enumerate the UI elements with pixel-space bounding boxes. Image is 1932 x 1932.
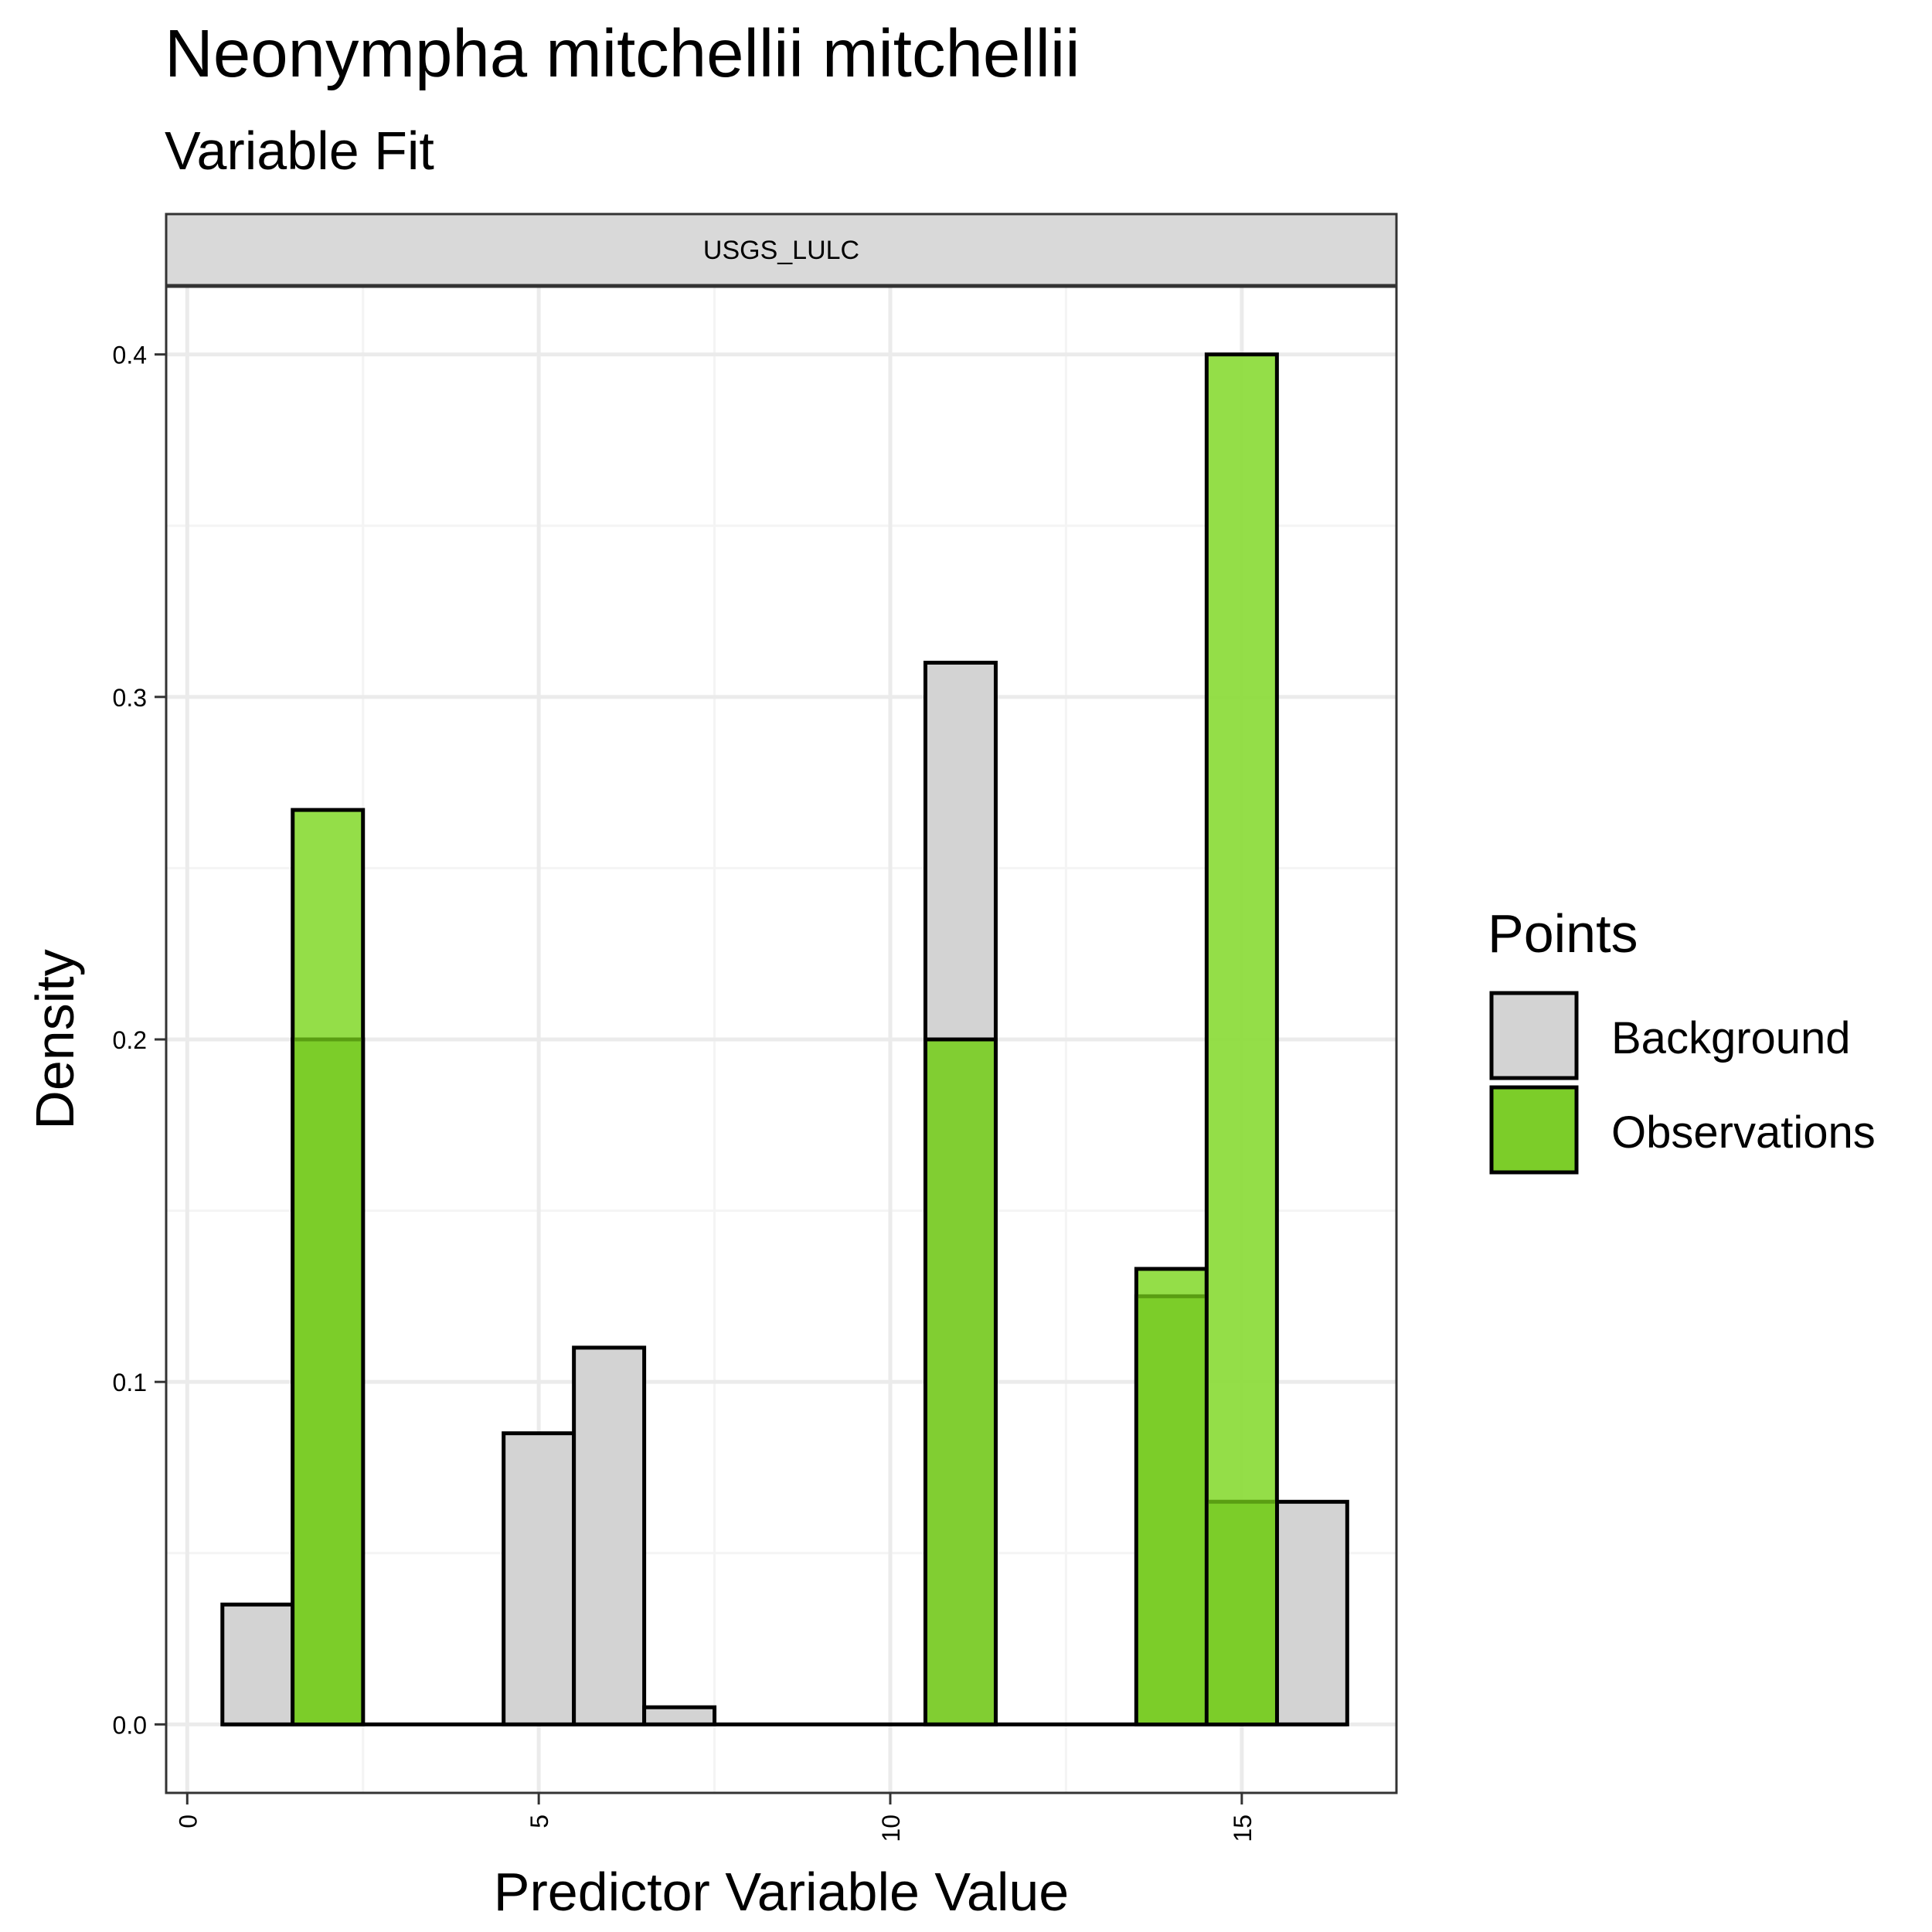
bar-overlap: [1138, 1296, 1205, 1723]
x-axis: 0 5 10 15: [174, 1793, 1257, 1842]
legend-title: Points: [1488, 903, 1638, 964]
facet-strip-background: [165, 213, 1398, 287]
legend: Points Background Observations: [1488, 903, 1876, 1175]
x-tick-label: 5: [526, 1815, 553, 1828]
x-tick-label: 0: [174, 1815, 202, 1828]
legend-label-background: Background: [1611, 1013, 1851, 1063]
bar-observations: [923, 1037, 998, 1726]
bar-observations: [1204, 352, 1279, 1726]
x-axis-label: Predictor Variable Value: [494, 1862, 1069, 1922]
y-tick-label: 0.3: [113, 684, 147, 712]
legend-key-observations: [1489, 1085, 1579, 1175]
legend-key-background: [1489, 991, 1579, 1080]
bar-overlap: [1208, 1502, 1275, 1723]
bar-background: [1274, 1499, 1349, 1726]
bar-background: [502, 1431, 577, 1726]
chart-title: Neonympha mitchellii mitchellii: [165, 16, 1080, 91]
y-axis: 0.0 0.1 0.2 0.3 0.4: [113, 342, 166, 1739]
facet-strip-label: USGS_LULC: [703, 236, 859, 265]
y-tick-label: 0.4: [113, 342, 147, 369]
legend-label-observations: Observations: [1611, 1107, 1876, 1158]
x-tick-label: 15: [1229, 1815, 1257, 1842]
bars: [220, 352, 1349, 1726]
y-axis-label: Density: [25, 949, 85, 1129]
bar-background: [572, 1345, 647, 1726]
bar-background: [642, 1705, 717, 1726]
chart-subtitle: Variable Fit: [165, 121, 434, 181]
bar-overlap: [294, 1039, 362, 1723]
plot-panel: [165, 284, 1398, 1794]
y-tick-label: 0.2: [113, 1026, 147, 1054]
bar-background: [220, 1602, 295, 1726]
y-tick-label: 0.1: [113, 1369, 147, 1396]
facet-strip: USGS_LULC: [165, 213, 1398, 288]
x-tick-label: 10: [877, 1815, 905, 1842]
y-tick-label: 0.0: [113, 1711, 147, 1739]
